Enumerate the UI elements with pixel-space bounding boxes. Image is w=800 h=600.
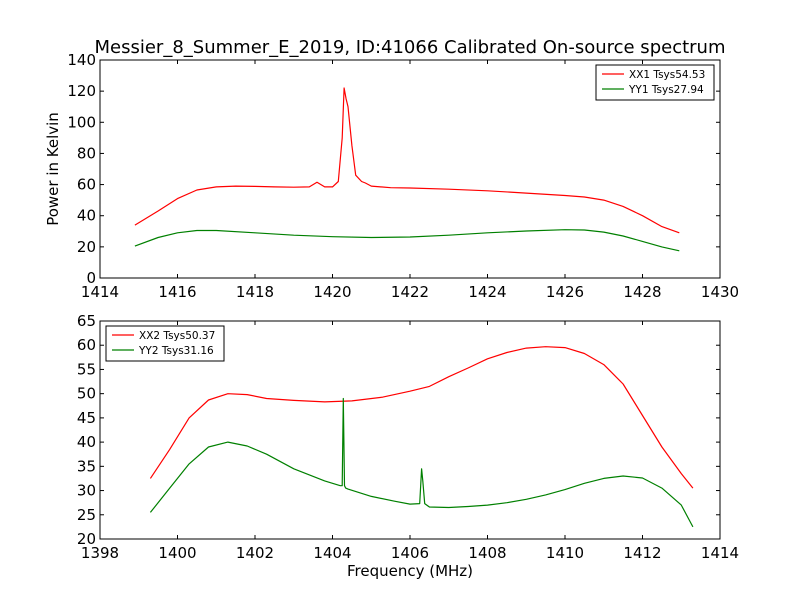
y-tick-label: 35	[77, 457, 96, 475]
x-tick-label: 1424	[468, 283, 506, 301]
series-line-1	[134, 87, 680, 234]
y-tick-label: 0	[86, 269, 96, 287]
legend: XX2 Tsys50.37 YY2 Tsys31.16	[105, 325, 225, 362]
x-tick-label: 1420	[313, 283, 351, 301]
x-tick-label: 1426	[546, 283, 584, 301]
series-line-2	[149, 397, 694, 528]
x-tick-label: 1400	[158, 544, 196, 562]
y-tick-label: 60	[77, 176, 96, 194]
legend-label: YY1 Tsys27.94	[628, 84, 704, 96]
y-tick-label: 140	[67, 51, 96, 69]
x-tick-label: 1428	[623, 283, 661, 301]
x-tick-label: 1404	[313, 544, 351, 562]
legend-label: XX2 Tsys50.37	[139, 330, 215, 342]
x-tick-label: 1414	[701, 544, 739, 562]
series-line-2	[134, 229, 680, 252]
y-tick-label: 80	[77, 144, 96, 162]
legend-box	[105, 325, 225, 362]
y-axis-label: Power in Kelvin	[44, 112, 62, 226]
y-tick-label: 60	[77, 336, 96, 354]
x-tick-label: 1416	[158, 283, 196, 301]
x-tick-label: 1418	[236, 283, 274, 301]
legend-label: YY2 Tsys31.16	[138, 345, 214, 357]
x-axis-label: Frequency (MHz)	[347, 562, 473, 580]
series-line-1	[149, 346, 694, 489]
x-tick-label: 1408	[468, 544, 506, 562]
y-tick-label: 20	[77, 530, 96, 548]
y-tick-label: 65	[77, 312, 96, 330]
x-tick-label: 1398	[81, 544, 119, 562]
y-tick-label: 55	[77, 360, 96, 378]
x-tick-label: 1402	[236, 544, 274, 562]
y-tick-label: 120	[67, 82, 96, 100]
x-tick-label: 1406	[391, 544, 429, 562]
x-tick-label: 1412	[623, 544, 661, 562]
y-tick-label: 20	[77, 238, 96, 256]
top-spectrum-plot: 1414 1416 1418 1420 1422 1424 1426 1428 1430 0 20 4…	[44, 51, 739, 301]
figure-title: Messier_8_Summer_E_2019, ID:41066 Calibr…	[95, 37, 726, 58]
x-tick-label: 1410	[546, 544, 584, 562]
y-tick-label: 30	[77, 482, 96, 500]
legend: XX1 Tsys54.53 YY1 Tsys27.94	[595, 64, 715, 101]
legend-label: XX1 Tsys54.53	[629, 69, 705, 81]
y-tick-label: 50	[77, 385, 96, 403]
x-tick-label: 1414	[81, 283, 119, 301]
y-tick-label: 40	[77, 207, 96, 225]
x-tick-label: 1430	[701, 283, 739, 301]
x-tick-label: 1422	[391, 283, 429, 301]
bottom-spectrum-plot: 1398 1400 1402 1404 1406 1408 1410 1412 1414 20 25…	[77, 312, 739, 580]
y-tick-label: 100	[67, 113, 96, 131]
y-tick-label: 40	[77, 433, 96, 451]
y-tick-label: 25	[77, 506, 96, 524]
y-tick-label: 45	[77, 409, 96, 427]
legend-box	[595, 64, 715, 101]
